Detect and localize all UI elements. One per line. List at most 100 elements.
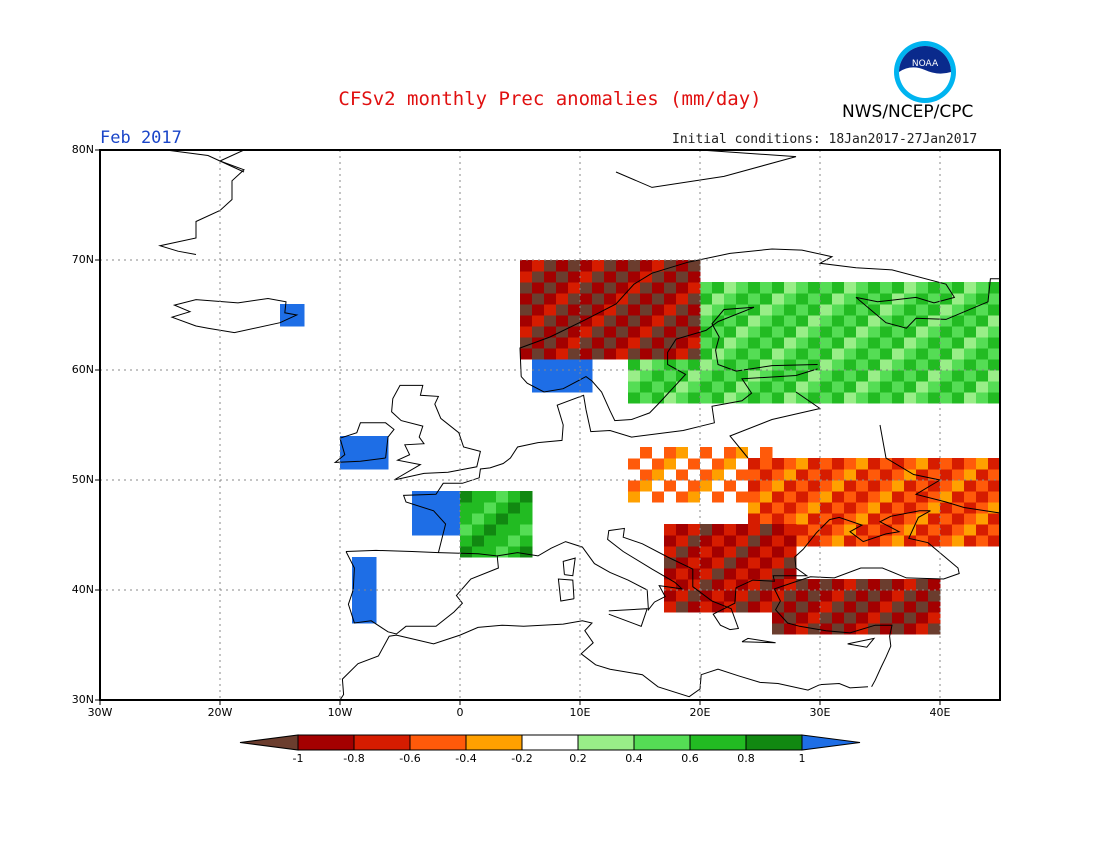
- anomaly-cell: [940, 348, 953, 360]
- anomaly-cell: [832, 315, 845, 327]
- anomaly-cell: [964, 282, 977, 294]
- anomaly-cell: [928, 579, 941, 591]
- anomaly-cell: [688, 557, 701, 569]
- anomaly-cell: [964, 480, 977, 492]
- anomaly-cell: [844, 469, 857, 481]
- anomaly-cell: [736, 590, 749, 602]
- anomaly-cell: [868, 392, 881, 404]
- anomaly-cell: [460, 513, 473, 525]
- lat-label: 40N: [71, 583, 94, 596]
- colorbar-label: -1: [292, 752, 304, 765]
- anomaly-cell: [928, 392, 941, 404]
- anomaly-cell: [688, 524, 701, 536]
- anomaly-cell: [772, 458, 785, 470]
- anomaly-cell: [676, 601, 689, 613]
- anomaly-cell: [976, 381, 989, 393]
- anomaly-cell: [976, 502, 989, 514]
- anomaly-cell: [520, 513, 533, 525]
- anomaly-cell: [760, 392, 773, 404]
- anomaly-cell: [880, 293, 893, 305]
- anomaly-cell: [376, 447, 389, 459]
- coastline: [608, 608, 648, 627]
- anomaly-cell: [520, 304, 533, 316]
- anomaly-cell: [736, 326, 749, 338]
- anomaly-cell: [664, 348, 677, 360]
- anomaly-cell: [796, 535, 809, 547]
- anomaly-cell: [676, 304, 689, 316]
- anomaly-cell: [856, 601, 869, 613]
- anomaly-cell: [568, 348, 581, 360]
- anomaly-cell: [748, 392, 761, 404]
- anomaly-cell: [844, 304, 857, 316]
- anomaly-cell: [844, 315, 857, 327]
- anomaly-cell: [724, 579, 737, 591]
- anomaly-cell: [820, 392, 833, 404]
- anomaly-cell: [916, 359, 929, 371]
- anomaly-cell: [784, 480, 797, 492]
- anomaly-cell: [364, 557, 377, 569]
- lat-label: 50N: [71, 473, 94, 486]
- anomaly-cell: [736, 381, 749, 393]
- anomaly-cell: [988, 293, 1000, 305]
- anomaly-cell: [700, 579, 713, 591]
- anomaly-cell: [940, 480, 953, 492]
- anomaly-cell: [856, 491, 869, 503]
- anomaly-cell: [964, 524, 977, 536]
- anomaly-cell: [688, 491, 701, 503]
- anomaly-cell: [448, 502, 461, 514]
- anomaly-cell: [784, 304, 797, 316]
- anomaly-cell: [424, 502, 437, 514]
- anomaly-cell: [760, 359, 773, 371]
- anomaly-cell: [700, 381, 713, 393]
- anomaly-cell: [832, 293, 845, 305]
- anomaly-cell: [424, 513, 437, 525]
- anomaly-cell: [784, 612, 797, 624]
- colorbar-swatch: [633, 734, 691, 751]
- anomaly-cell: [544, 260, 557, 272]
- anomaly-cell: [784, 293, 797, 305]
- anomaly-cell: [628, 348, 641, 360]
- anomaly-cell: [352, 458, 365, 470]
- anomaly-cell: [292, 315, 305, 327]
- anomaly-cell: [808, 315, 821, 327]
- anomaly-cell: [928, 326, 941, 338]
- anomaly-cell: [928, 381, 941, 393]
- anomaly-cells: [280, 260, 1000, 635]
- anomaly-cell: [892, 480, 905, 492]
- anomaly-cell: [376, 436, 389, 448]
- anomaly-cell: [460, 546, 473, 558]
- anomaly-cell: [916, 612, 929, 624]
- anomaly-cell: [868, 315, 881, 327]
- anomaly-cell: [724, 348, 737, 360]
- organization-label: NWS/NCEP/CPC: [842, 102, 974, 122]
- anomaly-cell: [532, 293, 545, 305]
- anomaly-cell: [940, 469, 953, 481]
- anomaly-cell: [856, 359, 869, 371]
- anomaly-cell: [544, 315, 557, 327]
- anomaly-cell: [964, 326, 977, 338]
- anomaly-cell: [976, 491, 989, 503]
- anomaly-cell: [772, 370, 785, 382]
- anomaly-cell: [460, 524, 473, 536]
- anomaly-cell: [808, 590, 821, 602]
- anomaly-cell: [592, 271, 605, 283]
- anomaly-cell: [796, 469, 809, 481]
- anomaly-cell: [928, 282, 941, 294]
- anomaly-cell: [676, 469, 689, 481]
- anomaly-cell: [988, 359, 1000, 371]
- anomaly-cell: [592, 326, 605, 338]
- forecast-month: Feb 2017: [100, 128, 182, 148]
- anomaly-cell: [544, 304, 557, 316]
- anomaly-cell: [352, 568, 365, 580]
- anomaly-cell: [880, 612, 893, 624]
- anomaly-cell: [976, 370, 989, 382]
- anomaly-cell: [868, 579, 881, 591]
- anomaly-cell: [880, 535, 893, 547]
- coastline: [615, 150, 797, 188]
- anomaly-cell: [916, 590, 929, 602]
- anomaly-cell: [544, 293, 557, 305]
- coastline: [519, 248, 1000, 377]
- colorbar-swatch: [745, 734, 803, 751]
- anomaly-cell: [580, 315, 593, 327]
- anomaly-cell: [688, 535, 701, 547]
